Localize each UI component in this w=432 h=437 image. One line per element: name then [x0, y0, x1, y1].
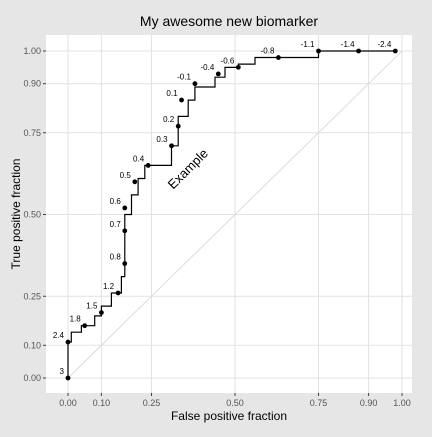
y-tick-label: 0.75: [23, 128, 41, 138]
cutoff-label: 1.5: [86, 302, 98, 311]
cutoff-point: [122, 261, 127, 266]
cutoff-point: [116, 291, 121, 296]
cutoff-label: -0.4: [201, 63, 215, 72]
cutoff-point: [176, 124, 181, 129]
cutoff-label: 0.5: [120, 171, 132, 180]
cutoff-label: -1.1: [301, 40, 315, 49]
x-axis-label: False positive fraction: [171, 409, 287, 423]
y-tick-label: 0.25: [23, 291, 41, 301]
cutoff-label: 0.1: [166, 89, 178, 98]
y-tick-label: 1.00: [23, 46, 41, 56]
cutoff-point: [99, 310, 104, 315]
chart-title: My awesome new biomarker: [140, 13, 319, 29]
x-tick-label: 0.90: [360, 398, 378, 408]
cutoff-point: [193, 81, 198, 86]
x-tick-label: 0.50: [226, 398, 244, 408]
cutoff-point: [132, 179, 137, 184]
cutoff-label: 0.3: [156, 135, 168, 144]
y-tick-label: 0.00: [23, 373, 41, 383]
cutoff-point: [122, 228, 127, 233]
cutoff-label: 0.8: [110, 253, 122, 262]
x-tick-label: 0.00: [59, 398, 77, 408]
cutoff-label: 1.2: [103, 282, 115, 291]
x-tick-label: 0.25: [143, 398, 161, 408]
cutoff-label: -0.6: [221, 56, 235, 65]
cutoff-point: [356, 49, 361, 54]
cutoff-label: 0.2: [163, 115, 175, 124]
y-axis-label: True positive fraction: [9, 159, 23, 270]
cutoff-point: [276, 55, 281, 60]
cutoff-label: 0.4: [133, 154, 145, 163]
y-tick-label: 0.90: [23, 79, 41, 89]
cutoff-point: [82, 323, 87, 328]
cutoff-label: 2.4: [53, 331, 65, 340]
cutoff-point: [316, 49, 321, 54]
cutoff-point: [146, 163, 151, 168]
cutoff-label: 0.6: [110, 197, 122, 206]
y-tick-label: 0.50: [23, 210, 41, 220]
cutoff-point: [393, 49, 398, 54]
y-tick-label: 0.10: [23, 340, 41, 350]
cutoff-label: 3: [60, 367, 65, 376]
x-tick-label: 0.75: [310, 398, 328, 408]
cutoff-label: 1.8: [70, 315, 82, 324]
cutoff-point: [66, 340, 71, 345]
cutoff-point: [169, 143, 174, 148]
cutoff-point: [122, 206, 127, 211]
cutoff-label: -2.4: [378, 40, 392, 49]
cutoff-label: -0.8: [261, 47, 275, 56]
cutoff-label: 0.7: [110, 220, 122, 229]
x-tick-label: 0.10: [93, 398, 111, 408]
cutoff-label: -0.1: [177, 73, 191, 82]
cutoff-label: -1.4: [341, 40, 355, 49]
x-tick-label: 1.00: [393, 398, 411, 408]
cutoff-point: [236, 65, 241, 70]
cutoff-point: [216, 71, 221, 76]
cutoff-point: [66, 376, 71, 381]
cutoff-point: [179, 98, 184, 103]
